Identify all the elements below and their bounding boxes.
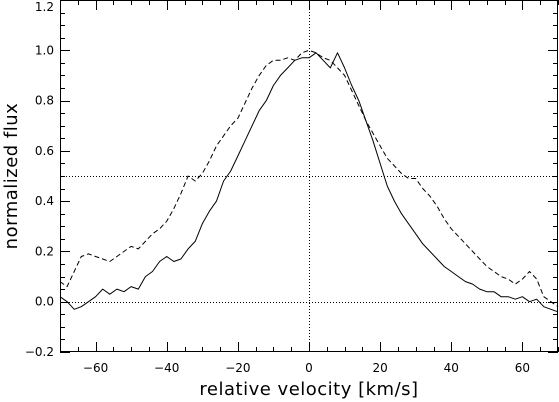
y-tick-label: 0.2 <box>35 244 54 258</box>
x-tick-label: 60 <box>515 361 530 375</box>
x-tick-label: 40 <box>444 361 459 375</box>
y-tick-label: 1.0 <box>35 43 54 57</box>
y-tick-label: 0.8 <box>35 94 54 108</box>
tick-labels: −60 −40 −20 0 20 40 60 −0.2 0.0 0.2 0.4 0.6 0.8 1.0 1.… <box>25 0 530 375</box>
y-tick-label: 0.0 <box>35 295 54 309</box>
series-line-dashed <box>59 49 559 308</box>
y-tick-label: 1.2 <box>35 0 54 14</box>
x-tick-label: −60 <box>83 361 108 375</box>
x-tick-label: 20 <box>373 361 388 375</box>
x-tick-label: −20 <box>225 361 250 375</box>
x-tick-label: −40 <box>154 361 179 375</box>
ticks <box>60 0 559 353</box>
series-line-solid <box>59 52 559 313</box>
y-tick-label: −0.2 <box>25 345 54 359</box>
x-axis-label: relative velocity [km/s] <box>199 379 418 400</box>
x-tick-label: 0 <box>305 361 313 375</box>
series-layer <box>59 49 559 313</box>
reference-lines <box>60 0 558 352</box>
y-tick-label: 0.6 <box>35 144 54 158</box>
y-tick-label: 0.4 <box>35 194 54 208</box>
y-axis-label: normalized flux <box>1 103 22 250</box>
